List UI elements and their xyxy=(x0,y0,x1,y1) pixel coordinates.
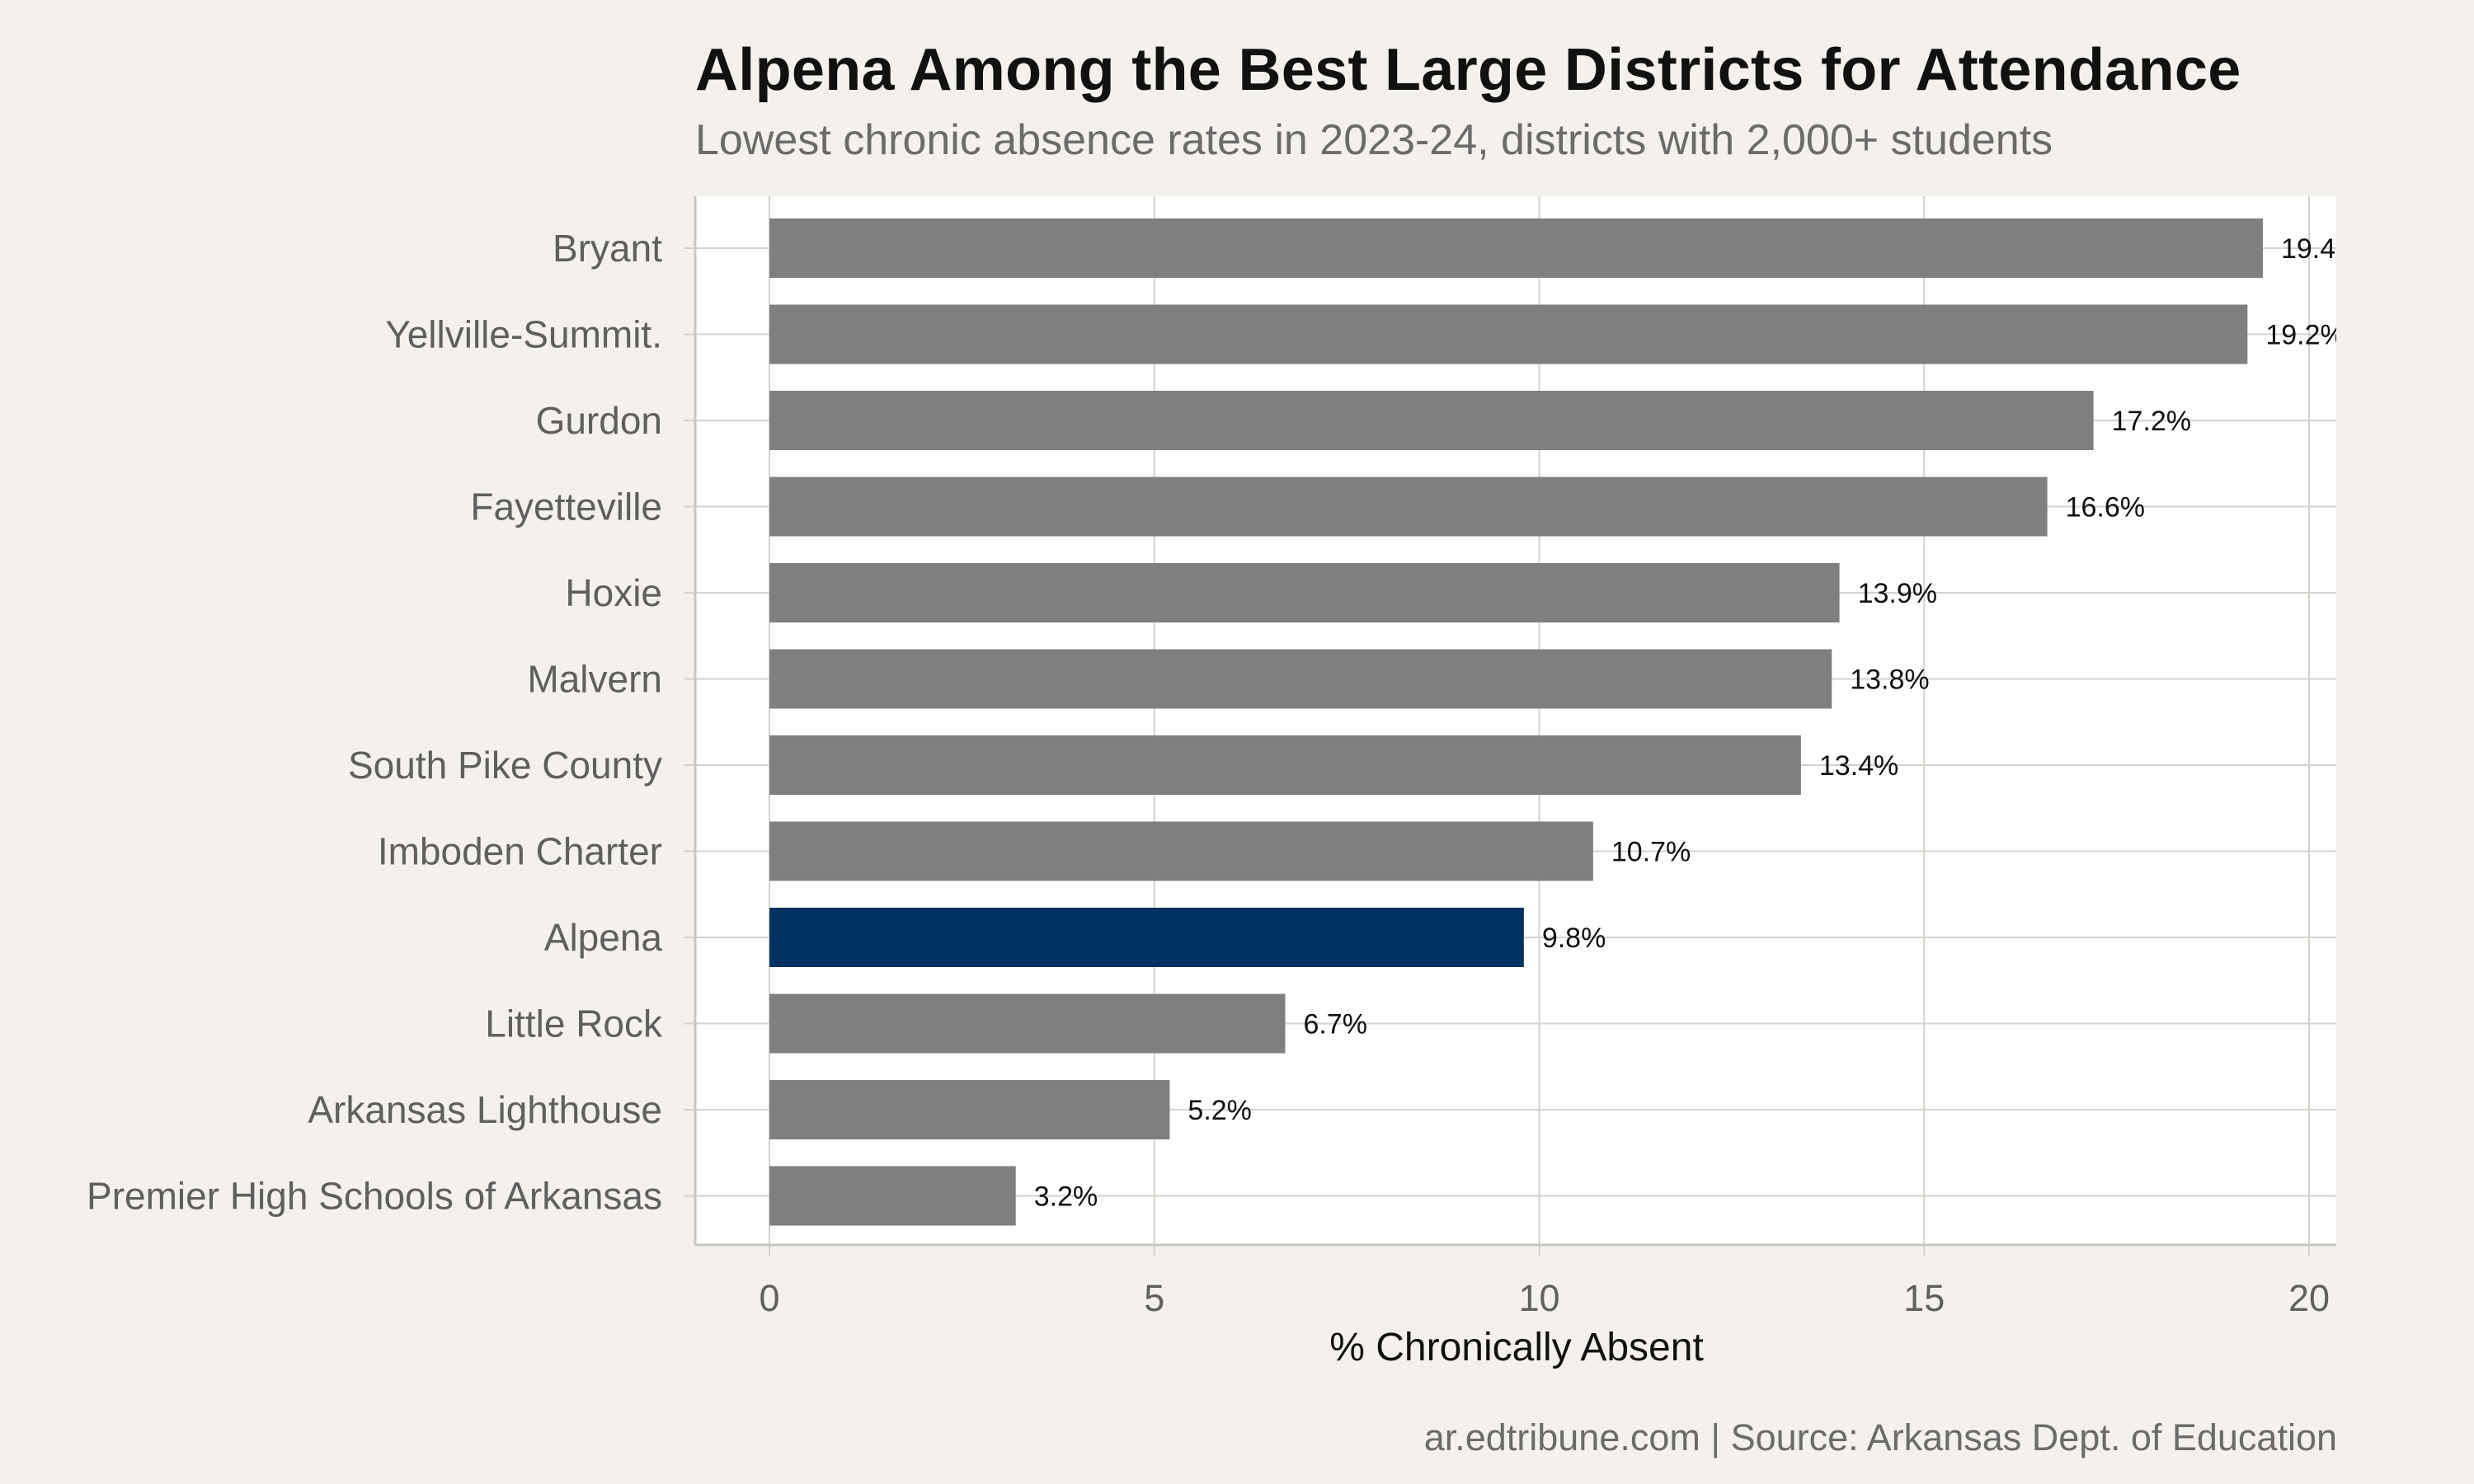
bar-little-rock xyxy=(769,993,1286,1054)
bar-premier-high-schools-of-arkansas xyxy=(769,1166,1016,1226)
data-label: 9.8% xyxy=(1542,923,1606,954)
data-label: 13.8% xyxy=(1850,665,1929,696)
bar-yellville-summit- xyxy=(769,304,2248,364)
data-label: 13.4% xyxy=(1819,750,1898,782)
source-caption: ar.edtribune.com | Source: Arkansas Dept… xyxy=(1423,1416,2337,1458)
bar-hoxie xyxy=(769,563,1840,622)
x-tick-label: 5 xyxy=(1144,1277,1164,1319)
category-label: Fayetteville xyxy=(470,486,662,528)
x-tick-label: 10 xyxy=(1518,1277,1559,1319)
bar-gurdon xyxy=(769,391,2094,450)
chart-title: Alpena Among the Best Large Districts fo… xyxy=(695,37,2241,103)
bar-malvern xyxy=(769,649,1832,709)
x-axis-title: % Chronically Absent xyxy=(1329,1326,1704,1369)
data-label: 10.7% xyxy=(1611,837,1691,868)
category-label: Bryant xyxy=(553,227,662,270)
data-label: 3.2% xyxy=(1034,1181,1098,1213)
category-label: South Pike County xyxy=(348,744,662,787)
category-label: Arkansas Lighthouse xyxy=(308,1088,662,1131)
data-label: 16.6% xyxy=(2066,492,2145,524)
bar-arkansas-lighthouse xyxy=(769,1080,1170,1139)
bar-bryant xyxy=(769,218,2263,278)
category-label: Yellville-Summit. xyxy=(385,313,662,356)
x-tick-label: 15 xyxy=(1903,1277,1945,1319)
plot-panel xyxy=(695,196,2336,1245)
data-label: 13.9% xyxy=(1858,578,1937,609)
category-label: Imboden Charter xyxy=(378,830,662,873)
x-tick-label: 20 xyxy=(2288,1277,2330,1319)
data-label: 17.2% xyxy=(2112,406,2191,437)
category-label: Premier High Schools of Arkansas xyxy=(87,1175,662,1218)
data-label: 19.2% xyxy=(2265,320,2345,351)
category-label: Little Rock xyxy=(485,1003,663,1045)
bar-imboden-charter xyxy=(769,821,1593,881)
bar-highlight-alpena xyxy=(769,908,1524,967)
category-label: Malvern xyxy=(527,658,662,701)
chart-subtitle: Lowest chronic absence rates in 2023-24,… xyxy=(695,116,2053,164)
data-label: 6.7% xyxy=(1303,1009,1367,1040)
bar-fayetteville xyxy=(769,477,2048,537)
category-label: Alpena xyxy=(544,916,663,959)
data-label: 19.4% xyxy=(2281,233,2360,265)
data-label: 5.2% xyxy=(1188,1095,1252,1126)
bar-south-pike-county xyxy=(769,735,1801,795)
category-label: Gurdon xyxy=(536,399,662,442)
category-label: Hoxie xyxy=(565,571,662,614)
x-tick-label: 0 xyxy=(759,1277,779,1319)
